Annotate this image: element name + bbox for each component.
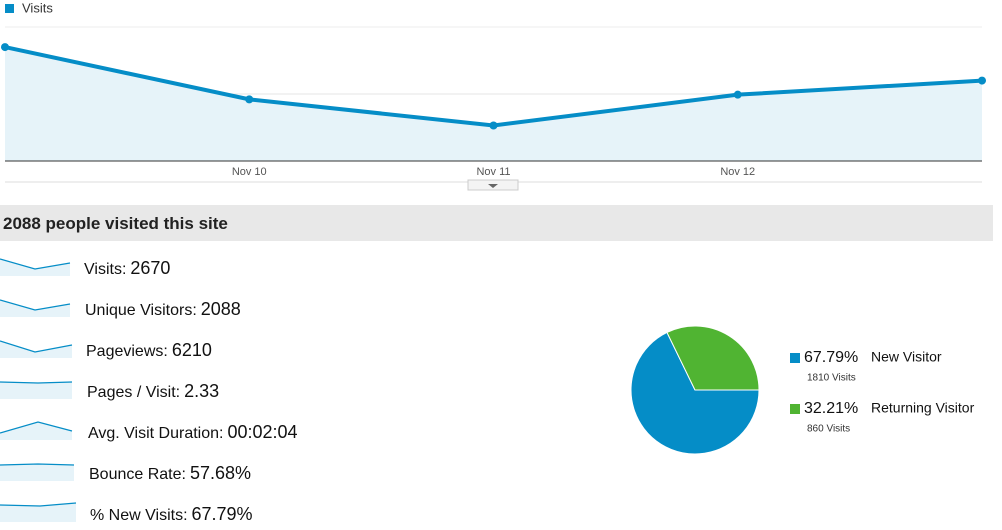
legend-percent: 32.21% — [804, 400, 858, 417]
x-tick-label: Nov 12 — [720, 166, 755, 178]
metric-value: 2670 — [130, 258, 171, 278]
toggle-arrow — [488, 184, 498, 188]
x-tick-label: Nov 11 — [476, 166, 510, 178]
metric-value: 6210 — [171, 340, 212, 360]
point — [1, 43, 9, 52]
metric-value: 67.79% — [191, 504, 253, 524]
point — [489, 121, 498, 130]
metric-label: Pageviews: — [86, 343, 168, 360]
metric: Bounce Rate: 57.68% — [89, 463, 251, 484]
metric: Pages / Visit: 2.33 — [87, 381, 219, 402]
sparklines — [0, 258, 77, 522]
metric: Visits: 2670 — [84, 258, 170, 279]
legend-label: Visits — [22, 0, 53, 15]
area — [5, 47, 982, 161]
legend-swatch — [790, 353, 800, 363]
point — [733, 90, 742, 99]
metric-label: Avg. Visit Duration: — [88, 425, 224, 442]
metric: % New Visits: 67.79% — [90, 504, 253, 525]
legend-percent: 67.79% — [804, 349, 858, 366]
metric-value: 57.68% — [189, 463, 252, 483]
legend-label: New Visitor — [871, 349, 942, 365]
metric: Pageviews: 6210 — [86, 340, 212, 361]
legend-swatch — [5, 4, 14, 13]
legend-visits: 860 Visits — [807, 424, 850, 435]
x-tick-label: Nov 10 — [232, 166, 267, 178]
pie-slice — [630, 331, 760, 455]
legend-visits: 1810 Visits — [807, 373, 856, 384]
metric-label: % New Visits: — [90, 507, 188, 524]
point — [978, 76, 986, 85]
summary-title: 2088 people visited this site — [3, 214, 228, 233]
metric-value: 2.33 — [184, 381, 220, 401]
metric-value: 00:02:04 — [227, 422, 298, 442]
legend-label: Returning Visitor — [871, 400, 975, 416]
metric: Avg. Visit Duration: 00:02:04 — [88, 422, 298, 443]
metric-label: Unique Visitors: — [85, 302, 197, 319]
metric: Unique Visitors: 2088 — [85, 299, 241, 320]
pie-slice — [666, 325, 760, 391]
metric-label: Pages / Visit: — [87, 384, 181, 401]
metric-value: 2088 — [200, 299, 241, 319]
summary-header: 2088 people visited this site — [0, 205, 993, 241]
metric-label: Bounce Rate: — [89, 466, 186, 483]
legend-swatch — [790, 404, 800, 414]
point — [245, 95, 254, 104]
metric-label: Visits: — [84, 261, 127, 278]
pie-chart: 67.79% New Visitor 1810 Visits 32.21% Return… — [630, 325, 975, 455]
